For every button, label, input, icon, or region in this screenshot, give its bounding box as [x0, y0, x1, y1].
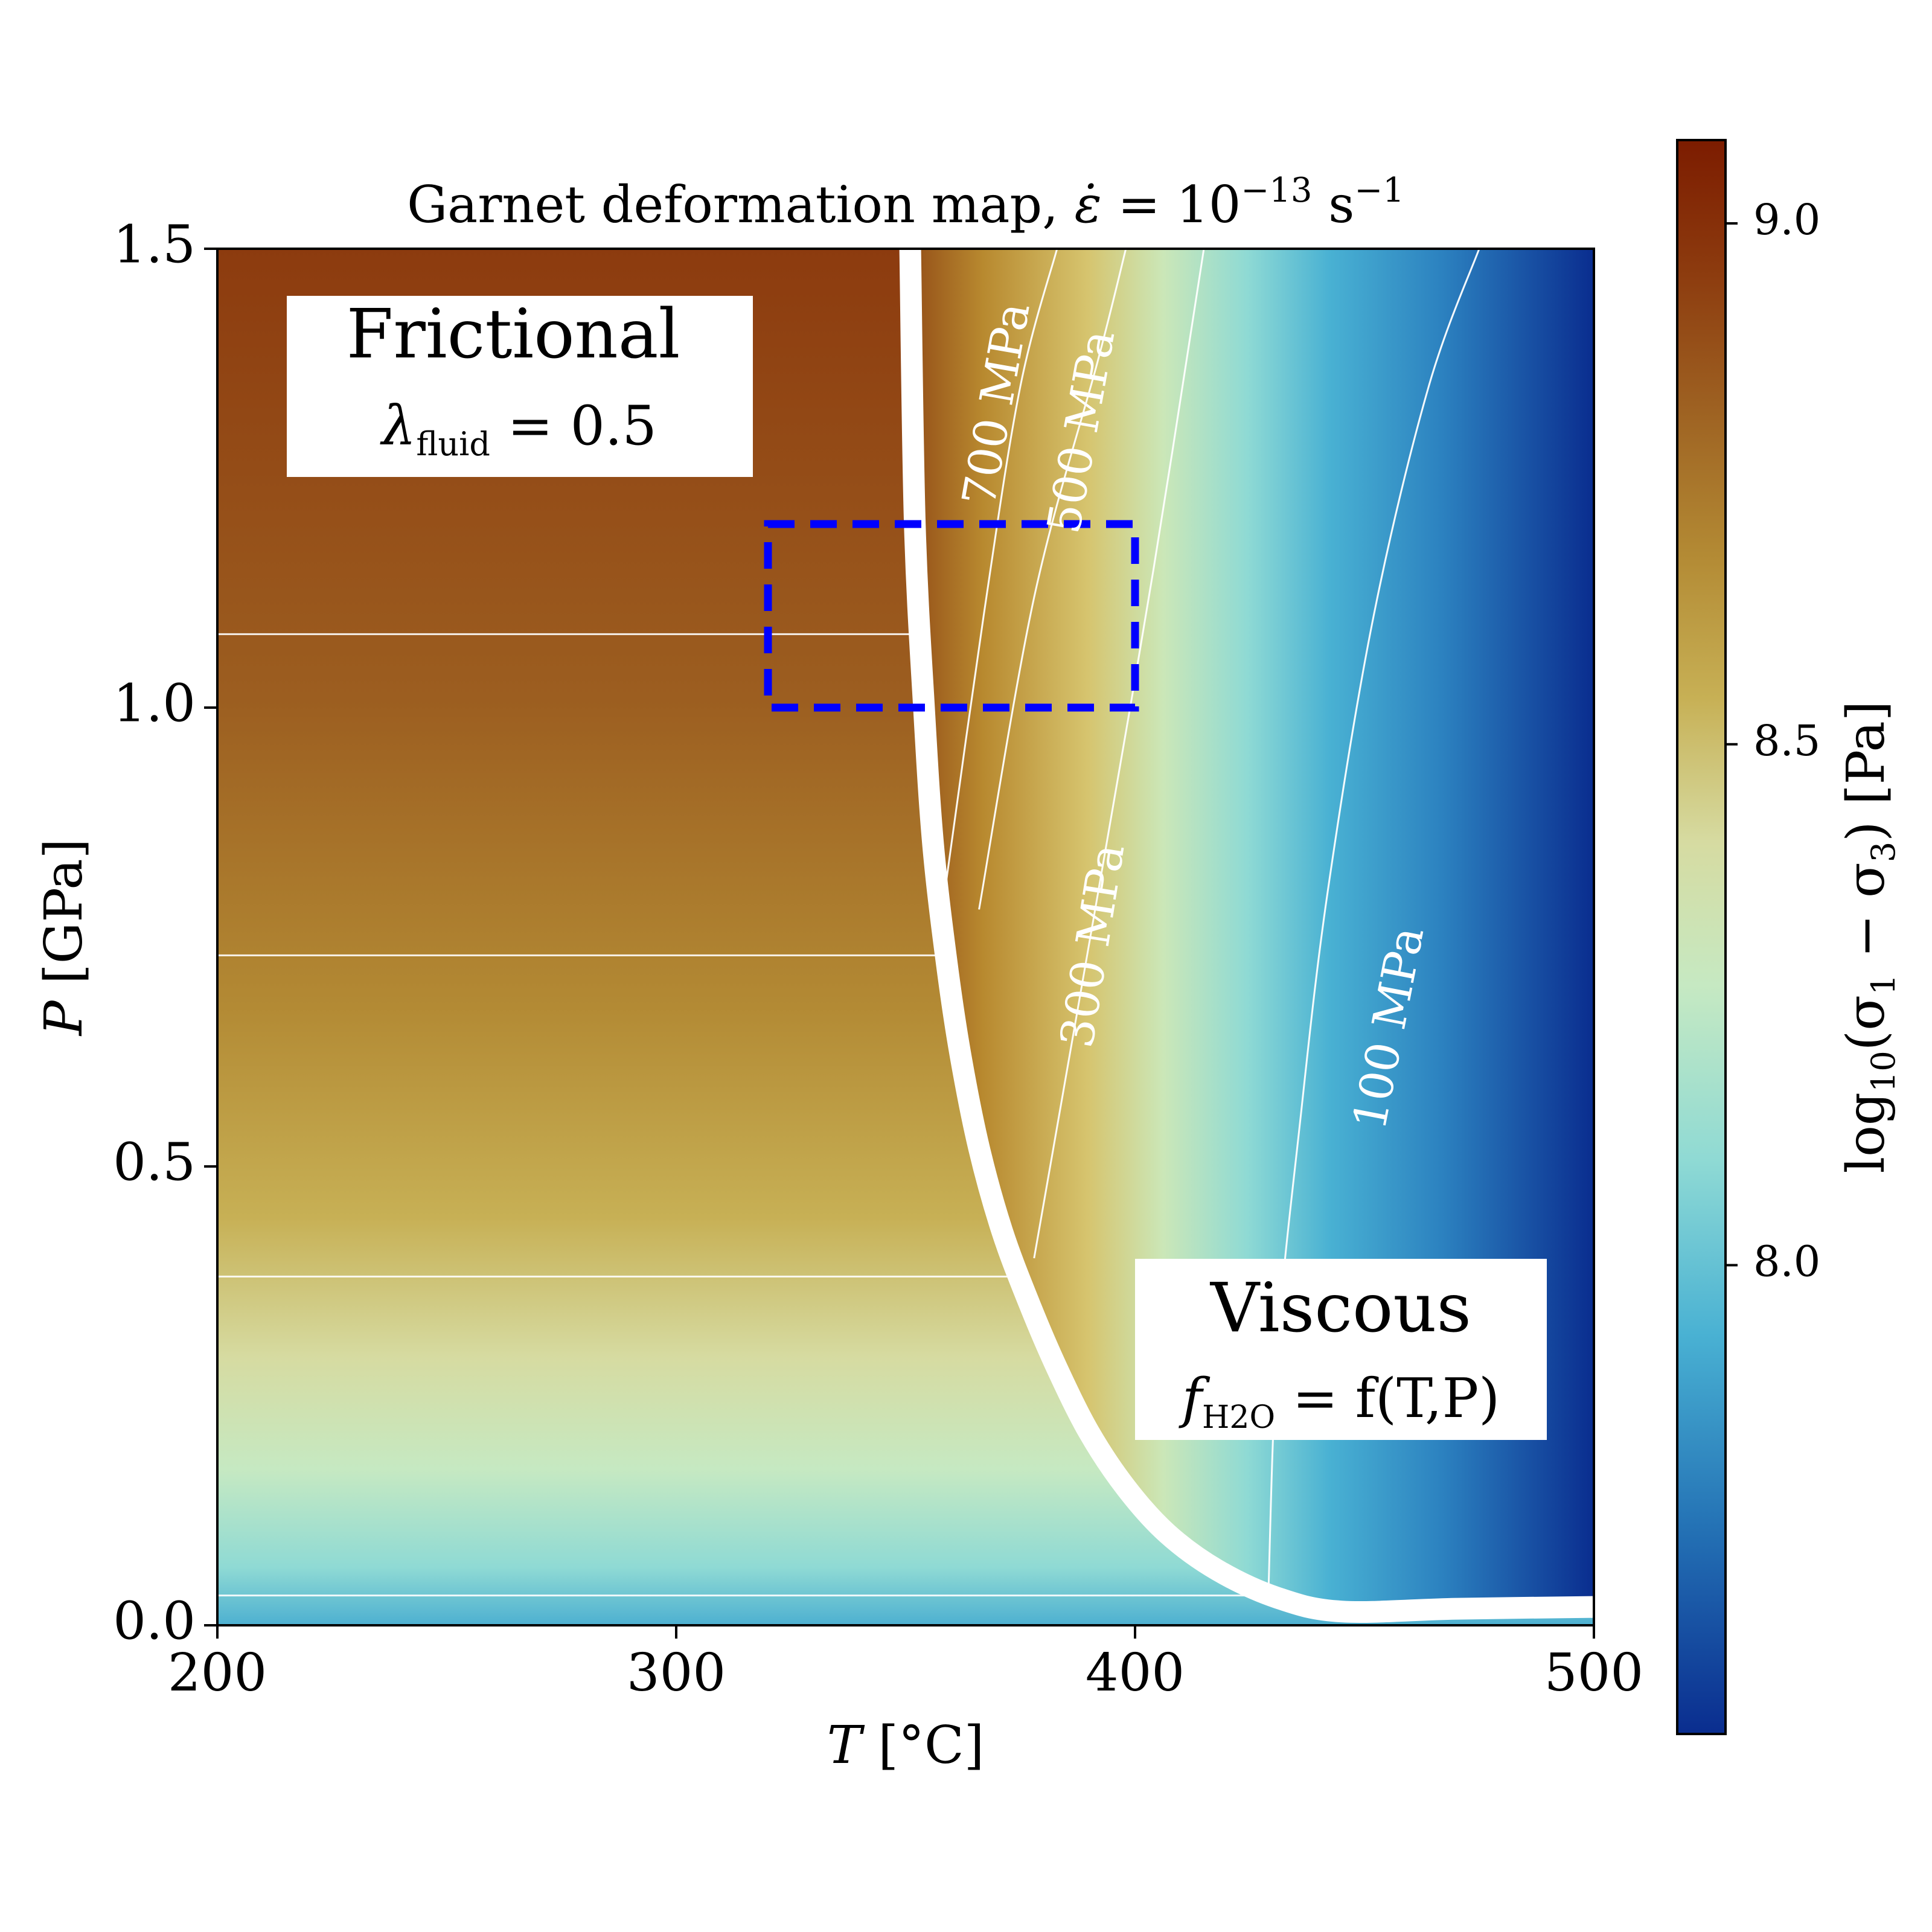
viscous-contour-300 [1033, 249, 1205, 1259]
viscous-parameter: fH2O = f(T,P) [1179, 1367, 1500, 1436]
x-axis-label: T [°C] [827, 1715, 985, 1776]
y-tick-label-0: 0.0 [113, 1591, 196, 1652]
y-tick-label-1: 1.0 [113, 674, 196, 734]
frictional-region [217, 249, 1594, 1625]
viscous-title: Viscous [1209, 1269, 1471, 1348]
viscous-contour-500 [978, 249, 1127, 910]
x-axis-ticks: 200 300 400 500 [168, 1625, 1643, 1703]
colorbar-gradient [1676, 139, 1727, 1735]
x-tick-label-400: 400 [1086, 1643, 1185, 1703]
highlight-box [764, 520, 1139, 712]
plot-frame [216, 248, 1595, 1627]
y-tick-label-0.5: 0.5 [113, 1133, 196, 1193]
frictional-title: Frictional [347, 295, 680, 374]
y-tick-label-1.5: 1.5 [113, 215, 196, 275]
frictional-annotation: Frictional λfluid = 0.5 [287, 295, 753, 477]
frictional-parameter: λfluid = 0.5 [380, 394, 656, 463]
y-axis-label: P [GPa] [34, 839, 94, 1037]
colorbar-tick-label-8: 8.0 [1753, 1237, 1820, 1287]
colorbar: 8.0 8.5 9.0 log10(σ1 − σ3) [Pa] [1676, 139, 1902, 1735]
x-tick-label-200: 200 [168, 1643, 267, 1703]
frictional-contours [217, 633, 1264, 1597]
viscous-annotation: Viscous fH2O = f(T,P) [1135, 1259, 1547, 1440]
y-axis-ticks: 0.0 0.5 1.0 1.5 [113, 215, 217, 1652]
colorbar-label: log10(σ1 − σ3) [Pa] [1836, 701, 1902, 1174]
colorbar-tick-label-9: 9.0 [1753, 195, 1820, 245]
viscous-contour-700 [941, 249, 1058, 910]
colorbar-tick-label-8.5: 8.5 [1753, 716, 1820, 766]
colorbar-ticks: 8.0 8.5 9.0 [1726, 195, 1820, 1287]
x-tick-label-500: 500 [1544, 1643, 1643, 1703]
x-tick-label-300: 300 [627, 1643, 726, 1703]
chart-title: Garnet deformation map, ε̇ = 10−13 s−1 [407, 171, 1404, 234]
